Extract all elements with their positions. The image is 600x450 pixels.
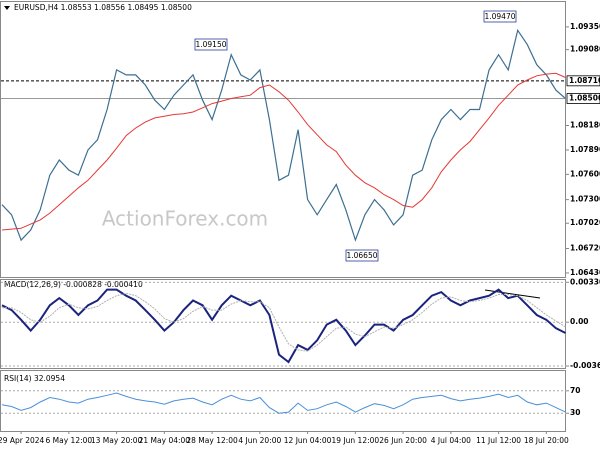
x-tick-label: 29 Apr 2024 xyxy=(0,436,45,445)
y-tick-label: 70 xyxy=(570,386,580,395)
y-tick-label: 1.07890 xyxy=(570,145,600,154)
x-tick-label: 28 May 12:00 xyxy=(186,436,238,445)
y-tick-label: 1.07300 xyxy=(570,195,600,204)
watermark: ActionForex.com xyxy=(102,207,268,231)
y-tick-label: 1.09350 xyxy=(570,22,600,31)
annotation: 1.06650 xyxy=(346,251,377,260)
x-tick-label: 6 May 12:00 xyxy=(46,436,93,445)
panel-title: RSI(14) 32.0954 xyxy=(4,374,65,383)
y-tick-label: 1.06720 xyxy=(570,244,600,253)
annotation: 1.09150 xyxy=(195,40,226,49)
y-tick-label: 0.003308 xyxy=(570,277,600,286)
y-tick-label: 1.09080 xyxy=(570,45,600,54)
price-label: 1.08500 xyxy=(569,94,600,103)
y-tick-label: -0.003635 xyxy=(570,361,600,370)
series-line xyxy=(1,72,566,231)
panel-title: EURUSD,H4 1.08553 1.08556 1.08495 1.0850… xyxy=(14,3,192,12)
x-tick-label: 18 Jul 20:00 xyxy=(524,436,569,445)
annotation-box xyxy=(194,38,228,51)
x-tick-label: 4 Jul 04:00 xyxy=(431,436,471,445)
y-tick-label: 1.07020 xyxy=(570,218,600,227)
price-panel xyxy=(0,1,566,278)
annotation-box xyxy=(483,10,517,23)
y-tick-label: 30 xyxy=(570,408,580,417)
annotation: 1.09470 xyxy=(484,12,515,21)
x-tick-label: 4 Jun 20:00 xyxy=(238,436,281,445)
series-line xyxy=(2,292,566,352)
series-line xyxy=(1,288,566,364)
x-tick-label: 21 May 04:00 xyxy=(139,436,191,445)
series-line xyxy=(1,28,566,242)
x-tick-label: 13 May 20:00 xyxy=(91,436,143,445)
menu-icon xyxy=(4,6,10,10)
x-tick-label: 11 Jul 12:00 xyxy=(476,436,521,445)
price-label: 1.08710 xyxy=(569,76,600,85)
x-tick-label: 12 Jun 04:00 xyxy=(284,436,332,445)
y-tick-label: 1.07600 xyxy=(570,169,600,178)
annotation-box xyxy=(345,249,379,262)
rsi-panel xyxy=(0,370,566,432)
x-tick-label: 26 Jun 20:00 xyxy=(379,436,427,445)
y-tick-label: 0.00 xyxy=(570,317,589,326)
macd-panel xyxy=(0,279,566,369)
y-tick-label: 1.06430 xyxy=(570,268,600,277)
panel-title: MACD(12,26,9) -0.000828 -0.000410 xyxy=(4,280,143,289)
price-label-box xyxy=(566,93,600,104)
x-tick-label: 19 Jun 12:00 xyxy=(332,436,380,445)
price-label-box xyxy=(566,75,600,87)
y-tick-label: 1.08180 xyxy=(570,120,600,129)
series-line xyxy=(1,392,566,414)
